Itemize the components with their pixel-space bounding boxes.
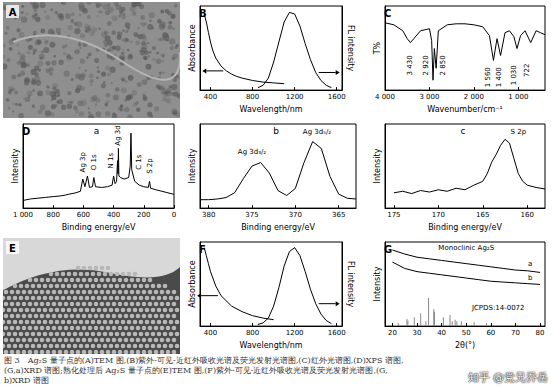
svg-text:0: 0 bbox=[172, 211, 176, 219]
svg-text:1200: 1200 bbox=[286, 93, 304, 101]
svg-text:50: 50 bbox=[462, 329, 471, 337]
svg-text:1 030: 1 030 bbox=[510, 65, 518, 85]
html-text:(G,a)XRD 谱图;熟化处理后 Ag₂S 量子点的(E): (G,a)XRD 谱图;熟化处理后 Ag₂S 量子点的(E)TEM 图,(F)紫… bbox=[4, 366, 388, 375]
svg-text:800: 800 bbox=[246, 93, 259, 101]
svg-text:160: 160 bbox=[521, 211, 534, 219]
svg-text:Intensity: Intensity bbox=[373, 266, 382, 301]
svg-text:FL intensity: FL intensity bbox=[346, 261, 355, 308]
svg-text:Binding energy/eV: Binding energy/eV bbox=[428, 223, 502, 232]
svg-text:375: 375 bbox=[245, 211, 258, 219]
svg-text:Ag 3p: Ag 3p bbox=[79, 151, 87, 172]
svg-text:20: 20 bbox=[388, 329, 397, 337]
svg-text:2 000: 2 000 bbox=[464, 93, 484, 101]
svg-text:80: 80 bbox=[536, 329, 545, 337]
svg-text:1600: 1600 bbox=[328, 93, 346, 101]
svg-text:1600: 1600 bbox=[328, 329, 346, 337]
svg-text:165: 165 bbox=[476, 211, 489, 219]
svg-text:3 430: 3 430 bbox=[406, 55, 414, 75]
svg-text:Wavelength/nm: Wavelength/nm bbox=[239, 105, 302, 114]
svg-text:Ag 3d: Ag 3d bbox=[114, 125, 122, 145]
svg-text:Intensity: Intensity bbox=[373, 148, 382, 183]
html-text:知乎 @党兄乔岳: 知乎 @党兄乔岳 bbox=[467, 371, 548, 384]
svg-text:4 000: 4 000 bbox=[375, 93, 395, 101]
svg-text:a: a bbox=[528, 260, 532, 268]
svg-text:1 400: 1 400 bbox=[495, 67, 503, 87]
svg-text:1 000: 1 000 bbox=[508, 93, 528, 101]
svg-text:175: 175 bbox=[387, 211, 400, 219]
svg-text:200: 200 bbox=[137, 211, 150, 219]
svg-text:E: E bbox=[9, 243, 16, 254]
html-text:图 3 Ag₂S 量子点的(A)TEM 图,(B)紫外-可见: 图 3 Ag₂S 量子点的(A)TEM 图,(B)紫外-可见-近红外吸收光谱及荧… bbox=[4, 356, 404, 365]
svg-text:Ag 3d₅/₂: Ag 3d₅/₂ bbox=[303, 128, 332, 136]
svg-text:1200: 1200 bbox=[286, 329, 304, 337]
svg-text:B: B bbox=[199, 7, 207, 19]
svg-text:FL intensity: FL intensity bbox=[346, 25, 355, 72]
svg-text:b: b bbox=[528, 274, 533, 282]
svg-text:O 1s: O 1s bbox=[90, 154, 98, 170]
svg-text:JCPDS:14-0072: JCPDS:14-0072 bbox=[471, 304, 525, 312]
svg-text:Absorbance: Absorbance bbox=[188, 24, 197, 71]
svg-text:c: c bbox=[461, 126, 466, 136]
svg-text:30: 30 bbox=[413, 329, 422, 337]
svg-text:A: A bbox=[9, 7, 17, 18]
svg-text:1 560: 1 560 bbox=[484, 67, 492, 87]
svg-text:2 850: 2 850 bbox=[439, 55, 447, 75]
svg-text:Ag 3d₃/₂: Ag 3d₃/₂ bbox=[238, 148, 267, 156]
svg-text:C 1s: C 1s bbox=[135, 154, 143, 170]
svg-text:400: 400 bbox=[204, 93, 217, 101]
svg-text:Intensity: Intensity bbox=[11, 148, 20, 183]
svg-text:170: 170 bbox=[432, 211, 445, 219]
svg-text:2θ(°): 2θ(°) bbox=[455, 341, 475, 350]
svg-text:Binding energy/eV: Binding energy/eV bbox=[62, 223, 136, 232]
svg-text:800: 800 bbox=[246, 329, 259, 337]
svg-text:2 920: 2 920 bbox=[422, 55, 430, 75]
svg-text:Wavelength/nm: Wavelength/nm bbox=[239, 341, 302, 350]
svg-text:C: C bbox=[384, 7, 392, 19]
svg-text:70: 70 bbox=[511, 329, 520, 337]
svg-text:Wavenumber/cm⁻¹: Wavenumber/cm⁻¹ bbox=[427, 105, 503, 114]
svg-text:b: b bbox=[273, 126, 279, 136]
svg-text:400: 400 bbox=[107, 211, 120, 219]
svg-text:380: 380 bbox=[202, 211, 215, 219]
html-text:b)XRD 谱图: b)XRD 谱图 bbox=[4, 376, 49, 385]
svg-text:Absorbance: Absorbance bbox=[188, 260, 197, 307]
svg-text:1 000: 1 000 bbox=[13, 211, 33, 219]
svg-text:722: 722 bbox=[523, 64, 531, 77]
svg-text:G: G bbox=[384, 243, 393, 255]
svg-text:370: 370 bbox=[289, 211, 302, 219]
svg-text:400: 400 bbox=[204, 329, 217, 337]
svg-text:N 1s: N 1s bbox=[107, 153, 115, 169]
svg-text:365: 365 bbox=[332, 211, 345, 219]
svg-text:800: 800 bbox=[47, 211, 60, 219]
svg-text:Monoclinic Ag₂S: Monoclinic Ag₂S bbox=[438, 244, 494, 252]
svg-text:40: 40 bbox=[437, 329, 446, 337]
svg-text:S 2p: S 2p bbox=[146, 158, 154, 174]
svg-text:a: a bbox=[94, 126, 100, 136]
svg-text:D: D bbox=[22, 125, 31, 137]
svg-text:Intensity: Intensity bbox=[188, 148, 197, 183]
svg-text:60: 60 bbox=[486, 329, 495, 337]
svg-text:600: 600 bbox=[77, 211, 90, 219]
svg-text:T%: T% bbox=[373, 41, 382, 55]
svg-text:Binding energy/eV: Binding energy/eV bbox=[241, 223, 315, 232]
svg-text:S 2p: S 2p bbox=[511, 128, 527, 136]
svg-text:3 000: 3 000 bbox=[419, 93, 439, 101]
